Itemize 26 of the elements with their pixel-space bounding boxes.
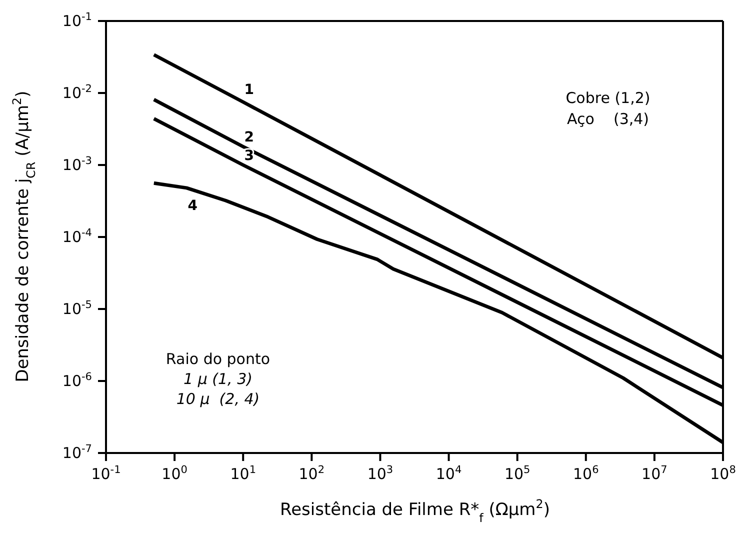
x-tick-label: 10$^{5}$ — [504, 464, 530, 483]
x-axis-title: Resistência de Filme R*$_{f}$ (Ωμm$^{2}$) — [280, 497, 550, 525]
x-tick-label: 10$^{8}$ — [710, 464, 736, 483]
annotation: 10 μ (2, 4) — [176, 390, 260, 408]
x-tick-label: 10$^{1}$ — [230, 464, 256, 483]
y-tick-label: 10$^{-2}$ — [62, 83, 92, 102]
x-tick-label: 10$^{2}$ — [298, 464, 325, 483]
series-label: 2 — [244, 130, 254, 146]
y-tick-label: 10$^{-6}$ — [62, 371, 92, 390]
x-tick-label: 10$^{3}$ — [367, 464, 394, 483]
series-label: 4 — [188, 198, 198, 214]
x-tick-label: 10$^{7}$ — [642, 464, 668, 483]
x-tick-label: 10$^{4}$ — [436, 464, 462, 483]
annotation: Aço (3,4) — [566, 110, 650, 128]
y-tick-label: 10$^{-1}$ — [62, 11, 92, 30]
y-tick-label: 10$^{-7}$ — [62, 443, 92, 462]
series-label: 1 — [244, 82, 254, 98]
x-tick-label: 10$^{6}$ — [573, 464, 600, 483]
annotation: 1 μ (1, 3) — [184, 370, 252, 388]
annotation: Cobre (1,2) — [566, 89, 650, 107]
x-tick-label: 10$^{0}$ — [162, 464, 188, 483]
y-tick-label: 10$^{-5}$ — [62, 299, 92, 318]
annotation: Raio do ponto — [166, 350, 270, 368]
y-tick-label: 10$^{-3}$ — [62, 155, 92, 174]
x-tick-label: 10$^{-1}$ — [91, 464, 121, 483]
y-tick-label: 10$^{-4}$ — [62, 227, 92, 246]
